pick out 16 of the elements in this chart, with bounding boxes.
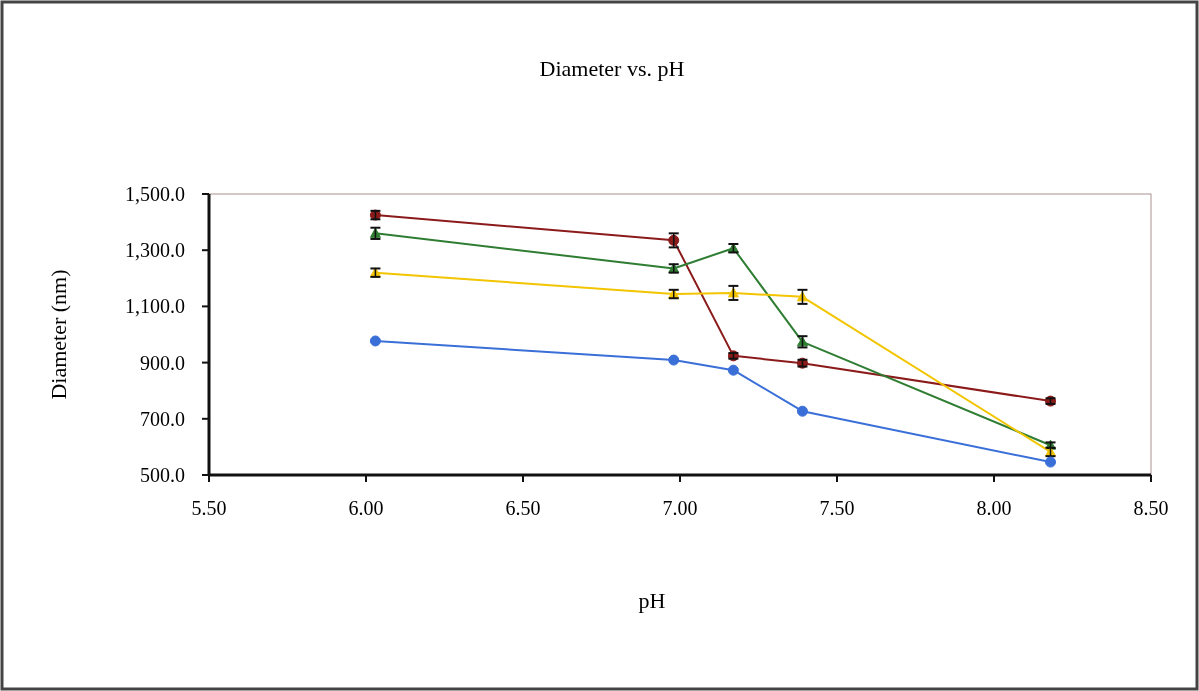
y-tick-label: 1,100.0 bbox=[125, 295, 185, 318]
y-tick-label: 900.0 bbox=[140, 351, 185, 374]
chart-title: Diameter vs. pH bbox=[539, 56, 685, 81]
y-tick-label: 1,300.0 bbox=[125, 239, 185, 262]
x-tick-label: 7.50 bbox=[819, 497, 855, 519]
y-tick-label: 500.0 bbox=[140, 464, 185, 486]
x-axis-title: pH bbox=[638, 588, 666, 613]
x-tick-label: 8.00 bbox=[976, 497, 1012, 519]
x-tick-label: 8.50 bbox=[1133, 497, 1169, 519]
x-tick-label: 7.00 bbox=[662, 497, 698, 519]
x-tick-label: 5.50 bbox=[191, 497, 227, 519]
y-tick-label: 1,500.0 bbox=[125, 183, 185, 205]
x-tick-label: 6.50 bbox=[505, 497, 541, 519]
x-tick-label: 6.00 bbox=[348, 497, 384, 519]
y-axis-title: Diameter (nm) bbox=[46, 269, 71, 400]
y-tick-label: 700.0 bbox=[140, 407, 185, 430]
